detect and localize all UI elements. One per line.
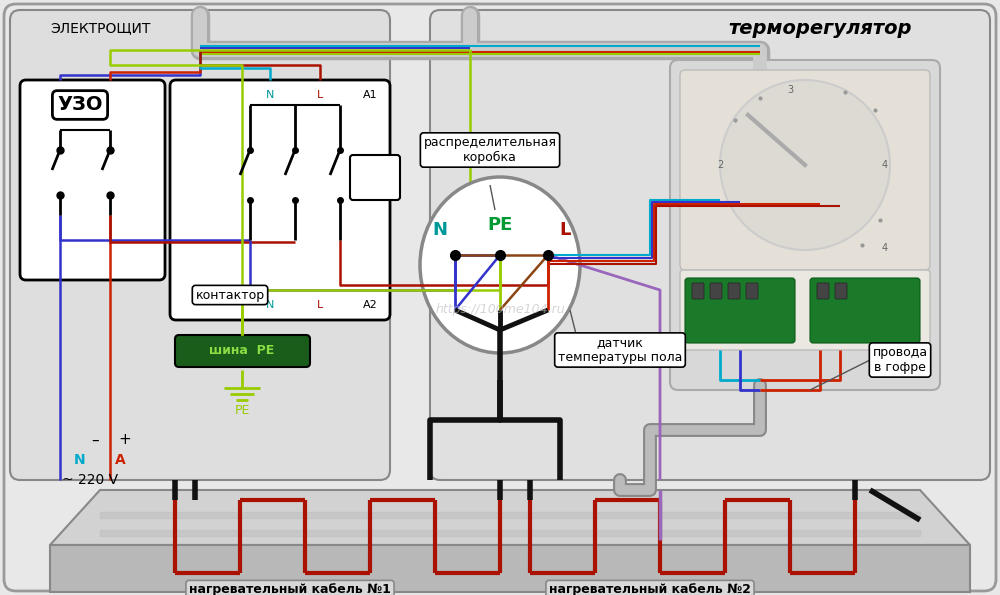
Text: распределительная
коробка: распределительная коробка: [424, 136, 556, 164]
Text: датчик
температуры пола: датчик температуры пола: [558, 336, 682, 364]
Text: N: N: [266, 300, 274, 310]
Text: 3: 3: [787, 85, 793, 95]
Text: L: L: [559, 221, 571, 239]
Text: +: +: [119, 433, 131, 447]
FancyBboxPatch shape: [175, 335, 310, 367]
Text: N: N: [266, 90, 274, 100]
FancyBboxPatch shape: [20, 80, 165, 280]
Text: https://100me104.ru: https://100me104.ru: [435, 303, 565, 317]
Text: A: A: [115, 453, 125, 467]
Text: шина  PE: шина PE: [209, 345, 275, 358]
Polygon shape: [50, 490, 970, 545]
FancyBboxPatch shape: [692, 283, 704, 299]
Polygon shape: [50, 545, 970, 592]
Text: 4: 4: [882, 243, 888, 253]
Text: L: L: [317, 90, 323, 100]
FancyBboxPatch shape: [4, 4, 996, 591]
Text: PE: PE: [234, 403, 250, 416]
Text: терморегулятор: терморегулятор: [728, 18, 912, 37]
Text: A1: A1: [363, 90, 377, 100]
Text: N: N: [432, 221, 448, 239]
Text: 2: 2: [717, 160, 723, 170]
FancyBboxPatch shape: [680, 70, 930, 270]
FancyBboxPatch shape: [670, 60, 940, 390]
Text: 4: 4: [882, 160, 888, 170]
FancyBboxPatch shape: [746, 283, 758, 299]
Text: –: –: [91, 433, 99, 447]
FancyBboxPatch shape: [170, 80, 390, 320]
FancyBboxPatch shape: [728, 283, 740, 299]
Text: L: L: [317, 300, 323, 310]
FancyBboxPatch shape: [810, 278, 920, 343]
FancyBboxPatch shape: [685, 278, 795, 343]
Text: A2: A2: [363, 300, 377, 310]
Text: ЭЛЕКТРОЩИТ: ЭЛЕКТРОЩИТ: [50, 21, 150, 35]
FancyBboxPatch shape: [680, 270, 930, 350]
FancyBboxPatch shape: [10, 10, 390, 480]
FancyBboxPatch shape: [817, 283, 829, 299]
FancyBboxPatch shape: [710, 283, 722, 299]
Text: PE: PE: [487, 216, 513, 234]
Text: ~ 220 V: ~ 220 V: [62, 473, 118, 487]
FancyBboxPatch shape: [350, 155, 400, 200]
Text: УЗО: УЗО: [57, 96, 103, 114]
Text: нагревательный кабель №2: нагревательный кабель №2: [549, 584, 751, 595]
Text: провода
в гофре: провода в гофре: [872, 346, 928, 374]
FancyBboxPatch shape: [430, 10, 990, 480]
Text: N: N: [74, 453, 86, 467]
Circle shape: [720, 80, 890, 250]
Text: контактор: контактор: [195, 289, 265, 302]
FancyBboxPatch shape: [835, 283, 847, 299]
Text: нагревательный кабель №1: нагревательный кабель №1: [189, 584, 391, 595]
Ellipse shape: [420, 177, 580, 353]
